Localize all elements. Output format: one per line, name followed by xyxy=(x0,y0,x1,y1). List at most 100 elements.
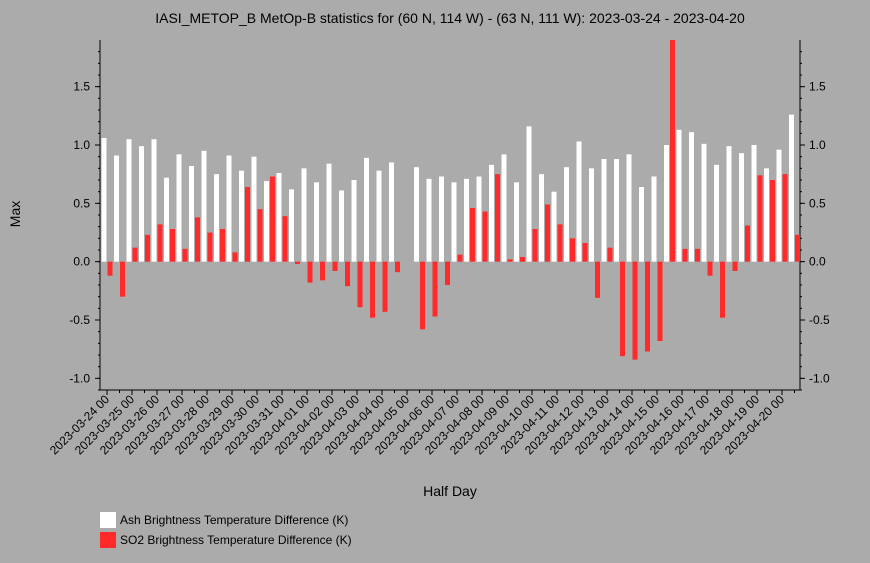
ash-bar xyxy=(301,168,307,262)
so2-bar xyxy=(220,229,225,262)
so2-bar xyxy=(507,259,513,262)
so2-bar xyxy=(457,254,463,262)
so2-bar xyxy=(470,208,475,262)
so2-bar xyxy=(257,209,263,262)
so2-bar xyxy=(532,229,538,262)
ash-bar xyxy=(776,149,782,262)
y-axis-label: Max xyxy=(7,201,23,227)
so2-bar xyxy=(270,176,275,262)
ash-bar xyxy=(351,180,357,262)
ash-bar xyxy=(126,139,132,262)
ash-bar xyxy=(239,170,244,262)
so2-bar xyxy=(307,261,313,283)
ash-bar xyxy=(664,145,669,262)
ticks-group: -1.0 -1.0 -0.5 -0.5 0.0 0.0 0.5 0.5 1.0 1.0 1.5 1.5… xyxy=(47,51,830,457)
so2-bar xyxy=(345,261,350,287)
so2-bar xyxy=(245,187,250,262)
so2-bar xyxy=(545,204,550,262)
so2-bar xyxy=(670,40,675,262)
ash-bar xyxy=(326,163,332,262)
so2-bar xyxy=(357,261,363,308)
so2-bar xyxy=(707,261,713,276)
ash-bar xyxy=(201,150,207,262)
ash-bar xyxy=(489,164,494,262)
so2-bar xyxy=(595,261,600,298)
y-tick-label-left: 0.5 xyxy=(73,196,90,210)
so2-bar xyxy=(582,243,588,262)
ash-bar xyxy=(264,181,269,262)
ash-bar xyxy=(164,177,169,262)
ash-bar xyxy=(114,155,119,262)
ash-bar xyxy=(276,173,282,262)
so2-bar xyxy=(195,217,200,262)
so2-bar xyxy=(182,248,188,262)
ash-bar xyxy=(676,129,682,262)
y-tick-label-right: -1.0 xyxy=(809,371,830,385)
ash-bar xyxy=(389,162,394,262)
ash-bar xyxy=(551,191,557,262)
ash-bar xyxy=(289,189,294,262)
so2-bar xyxy=(682,248,688,262)
y-tick-label-right: 0.5 xyxy=(809,196,826,210)
ash-bar xyxy=(426,178,432,262)
so2-bar xyxy=(495,174,500,262)
so2-bar xyxy=(570,238,575,262)
ash-bar xyxy=(614,159,619,262)
ash-bar xyxy=(601,159,607,262)
ash-bar xyxy=(376,170,382,262)
so2-bar xyxy=(420,261,425,330)
so2-bar xyxy=(382,261,388,312)
ash-bar xyxy=(564,167,569,262)
ash-bar xyxy=(214,174,219,262)
so2-bar xyxy=(107,261,113,276)
ash-bar xyxy=(464,178,469,262)
ash-bar xyxy=(739,153,744,262)
y-tick-label-left: -0.5 xyxy=(69,313,90,327)
legend-label-so2: SO2 Brightness Temperature Difference (K… xyxy=(120,533,352,547)
so2-bar xyxy=(607,247,613,262)
y-tick-label-left: 1.5 xyxy=(73,80,90,94)
ash-bar xyxy=(139,146,144,262)
ash-bar xyxy=(364,157,369,262)
so2-bar xyxy=(207,232,213,262)
ash-bar xyxy=(651,176,657,262)
ash-bar xyxy=(101,138,107,262)
ash-bar xyxy=(576,141,582,262)
x-axis-label: Half Day xyxy=(423,483,477,499)
so2-bar xyxy=(757,175,763,262)
ash-bar xyxy=(339,190,344,262)
bars-group xyxy=(101,40,800,360)
ash-bar xyxy=(251,156,257,262)
y-tick-label-right: -0.5 xyxy=(809,313,830,327)
y-tick-label-right: 1.0 xyxy=(809,138,826,152)
ash-bar xyxy=(151,139,157,262)
ash-bar xyxy=(726,146,732,262)
so2-bar xyxy=(557,224,563,262)
ash-bar xyxy=(226,155,232,262)
so2-bar xyxy=(732,261,738,271)
ash-bar xyxy=(176,154,182,262)
so2-bar xyxy=(132,247,138,262)
so2-bar xyxy=(695,248,700,262)
so2-bar xyxy=(157,224,163,262)
so2-bar xyxy=(445,261,450,285)
so2-bar xyxy=(370,261,375,318)
ash-bar xyxy=(589,168,594,262)
ash-bar xyxy=(714,164,719,262)
y-tick-label-right: 0.0 xyxy=(809,255,826,269)
ash-bar xyxy=(526,126,532,262)
so2-bar xyxy=(295,261,300,264)
so2-bar xyxy=(170,229,175,262)
so2-bar xyxy=(145,234,150,262)
ash-bar xyxy=(476,176,482,262)
so2-bar xyxy=(432,261,438,317)
ash-bar xyxy=(514,182,519,262)
so2-bar xyxy=(332,261,338,271)
y-tick-label-right: 1.5 xyxy=(809,80,826,94)
so2-bar xyxy=(645,261,650,352)
so2-bar xyxy=(782,174,788,262)
ash-bar xyxy=(764,168,769,262)
legend-swatch-so2 xyxy=(100,532,116,548)
so2-bar xyxy=(720,261,725,318)
so2-bar xyxy=(282,216,288,262)
